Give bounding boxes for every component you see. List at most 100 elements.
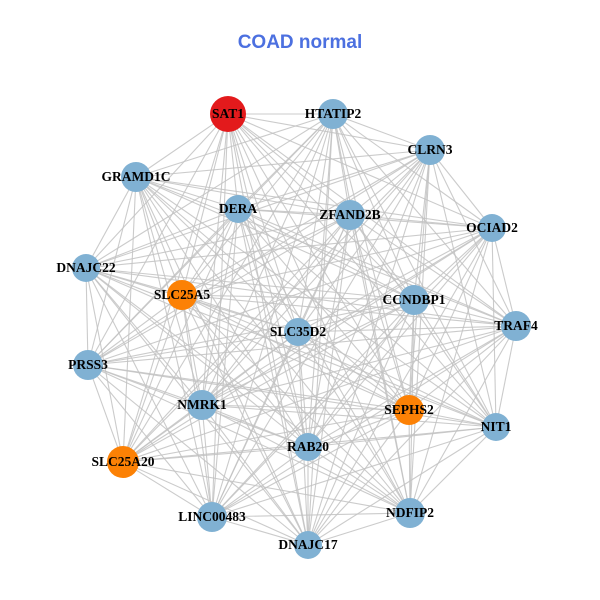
edge-GRAMD1C-OCIAD2 [135, 176, 493, 229]
edge-DERA-PRSS3 [87, 208, 239, 366]
node-label-CCNDBP1: CCNDBP1 [383, 292, 446, 307]
edge-PRSS3-NIT1 [87, 364, 497, 428]
edge-SLC35D2-SEPHS2 [297, 331, 410, 411]
edge-PRSS3-LINC00483 [87, 364, 213, 518]
node-label-DNAJC17: DNAJC17 [278, 537, 337, 552]
edge-OCIAD2-RAB20 [307, 227, 493, 448]
edge-PRSS3-SEPHS2 [87, 364, 410, 411]
edge-HTATIP2-GRAMD1C [135, 113, 334, 178]
edge-SLC25A5-NMRK1 [181, 294, 203, 406]
edge-CCNDBP1-SLC35D2 [297, 299, 415, 333]
edge-OCIAD2-CCNDBP1 [413, 227, 493, 301]
edge-GRAMD1C-DERA [135, 176, 239, 210]
edge-ZFAND2B-OCIAD2 [349, 214, 493, 229]
edge-CLRN3-SLC25A5 [181, 149, 431, 296]
edge-OCIAD2-NDFIP2 [409, 227, 493, 514]
node-circle-RAB20 [294, 433, 322, 461]
edge-HTATIP2-SLC35D2 [297, 113, 334, 333]
node-circle-NDFIP2 [395, 498, 425, 528]
node-label-NDFIP2: NDFIP2 [386, 505, 434, 520]
node-circle-DNAJC17 [294, 531, 322, 559]
edge-CLRN3-PRSS3 [87, 149, 431, 366]
edge-SLC35D2-NIT1 [297, 331, 497, 428]
edge-DERA-LINC00483 [211, 208, 239, 518]
node-circle-OCIAD2 [478, 214, 506, 242]
node-circle-CLRN3 [415, 135, 445, 165]
edge-DNAJC22-PRSS3 [85, 267, 89, 366]
edge-SAT1-SLC35D2 [227, 113, 299, 333]
edge-SLC25A5-SEPHS2 [181, 294, 410, 411]
edge-ZFAND2B-SLC25A20 [122, 214, 351, 463]
edge-CLRN3-DERA [237, 149, 431, 210]
edge-DERA-DNAJC22 [85, 208, 239, 269]
node-label-GRAMD1C: GRAMD1C [102, 169, 171, 184]
edge-NMRK1-LINC00483 [201, 404, 213, 518]
edge-GRAMD1C-LINC00483 [135, 176, 213, 518]
node-circle-DNAJC22 [72, 254, 100, 282]
edge-NMRK1-SLC25A20 [122, 404, 203, 463]
edge-HTATIP2-NMRK1 [201, 113, 334, 406]
node-circle-NMRK1 [187, 390, 217, 420]
edge-HTATIP2-OCIAD2 [332, 113, 493, 229]
edge-NMRK1-RAB20 [201, 404, 309, 448]
edge-NIT1-LINC00483 [211, 426, 497, 518]
node-label-OCIAD2: OCIAD2 [466, 220, 518, 235]
edge-RAB20-NDFIP2 [307, 446, 411, 514]
node-label-LINC00483: LINC00483 [178, 509, 246, 524]
edge-GRAMD1C-NDFIP2 [135, 176, 411, 514]
edge-NDFIP2-DNAJC17 [307, 512, 411, 546]
edge-TRAF4-NDFIP2 [409, 325, 517, 514]
edge-NIT1-DNAJC17 [307, 426, 497, 546]
edge-ZFAND2B-NIT1 [349, 214, 497, 428]
edge-NIT1-NDFIP2 [409, 426, 497, 514]
nodes-layer [72, 96, 531, 559]
edge-SAT1-NDFIP2 [227, 113, 411, 514]
edge-TRAF4-SLC25A20 [122, 325, 517, 463]
edge-ZFAND2B-DNAJC22 [85, 214, 351, 269]
node-circle-LINC00483 [197, 502, 227, 532]
edge-TRAF4-SEPHS2 [408, 325, 517, 411]
node-circle-SEPHS2 [394, 395, 424, 425]
edge-CLRN3-CCNDBP1 [413, 149, 431, 301]
edge-DERA-NIT1 [237, 208, 497, 428]
edge-OCIAD2-PRSS3 [87, 227, 493, 366]
edge-CLRN3-ZFAND2B [349, 149, 431, 216]
edge-GRAMD1C-NIT1 [135, 176, 497, 428]
edge-OCIAD2-TRAF4 [491, 227, 517, 327]
edge-SLC35D2-PRSS3 [87, 331, 299, 366]
edge-CCNDBP1-NIT1 [413, 299, 497, 428]
edge-RAB20-SLC25A20 [122, 446, 309, 463]
edge-NMRK1-SEPHS2 [201, 404, 410, 411]
node-label-SAT1: SAT1 [212, 106, 244, 121]
edge-SEPHS2-NDFIP2 [408, 409, 411, 514]
edge-SEPHS2-DNAJC17 [307, 409, 410, 546]
labels-layer: SAT1 HTATIP2 CLRN3 GRAMD1C DERA ZFAND2B OCIAD2… [56, 106, 538, 552]
edge-SAT1-ZFAND2B [227, 113, 351, 216]
edge-ZFAND2B-NDFIP2 [349, 214, 411, 514]
node-circle-SAT1 [210, 96, 246, 132]
edge-CLRN3-NMRK1 [201, 149, 431, 406]
node-label-NIT1: NIT1 [481, 419, 512, 434]
edge-DNAJC22-TRAF4 [85, 267, 517, 327]
edge-SAT1-CLRN3 [227, 113, 431, 151]
edge-OCIAD2-LINC00483 [211, 227, 493, 518]
edge-ZFAND2B-TRAF4 [349, 214, 517, 327]
edge-DERA-CCNDBP1 [237, 208, 415, 301]
node-label-SEPHS2: SEPHS2 [384, 402, 434, 417]
edge-DERA-DNAJC17 [237, 208, 309, 546]
edge-SEPHS2-LINC00483 [211, 409, 410, 518]
node-label-NMRK1: NMRK1 [177, 397, 227, 412]
edge-CCNDBP1-DNAJC17 [307, 299, 415, 546]
edge-SAT1-NIT1 [227, 113, 497, 428]
edge-SLC25A20-LINC00483 [122, 461, 213, 518]
edge-GRAMD1C-DNAJC17 [135, 176, 309, 546]
edge-GRAMD1C-TRAF4 [135, 176, 517, 327]
edge-SLC25A5-SLC25A20 [122, 294, 183, 463]
node-circle-CCNDBP1 [399, 285, 429, 315]
edge-NMRK1-DNAJC17 [201, 404, 309, 546]
node-label-TRAF4: TRAF4 [494, 318, 538, 333]
edge-CCNDBP1-PRSS3 [87, 299, 415, 366]
edge-OCIAD2-SLC35D2 [297, 227, 493, 333]
